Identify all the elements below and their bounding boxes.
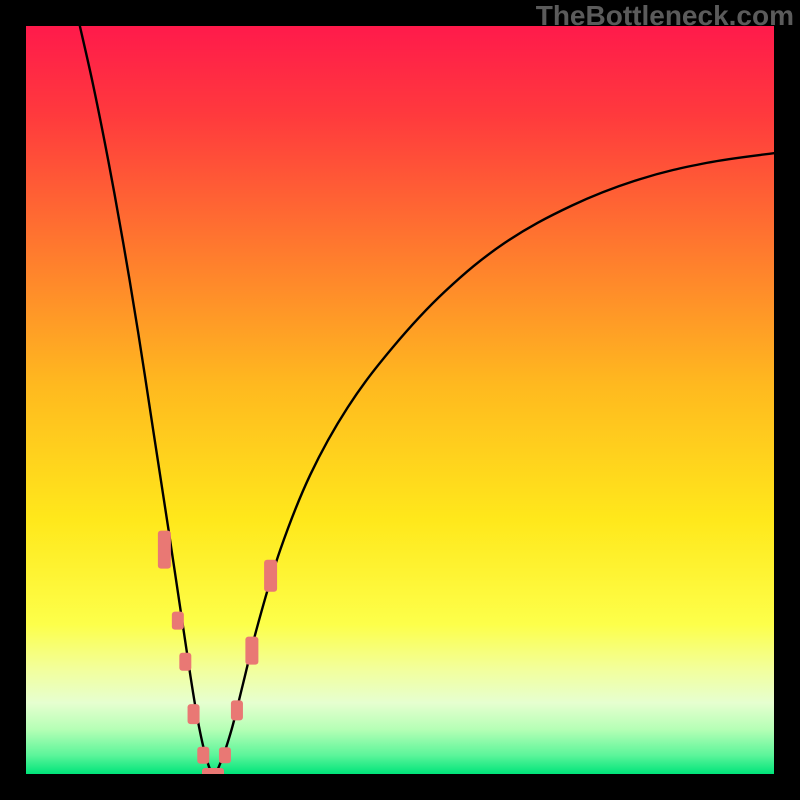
curve-marker: [158, 531, 171, 569]
watermark-text: TheBottleneck.com: [536, 0, 794, 32]
curve-marker: [231, 700, 243, 720]
curve-marker: [245, 637, 258, 665]
curve-marker: [188, 704, 200, 724]
bottleneck-chart-svg: [0, 0, 800, 800]
curve-marker: [219, 747, 231, 763]
curve-marker: [264, 560, 277, 592]
curve-marker: [197, 747, 209, 764]
curve-marker: [172, 612, 184, 630]
curve-marker: [179, 653, 191, 671]
chart-frame: TheBottleneck.com: [0, 0, 800, 800]
chart-background-gradient: [26, 26, 774, 774]
